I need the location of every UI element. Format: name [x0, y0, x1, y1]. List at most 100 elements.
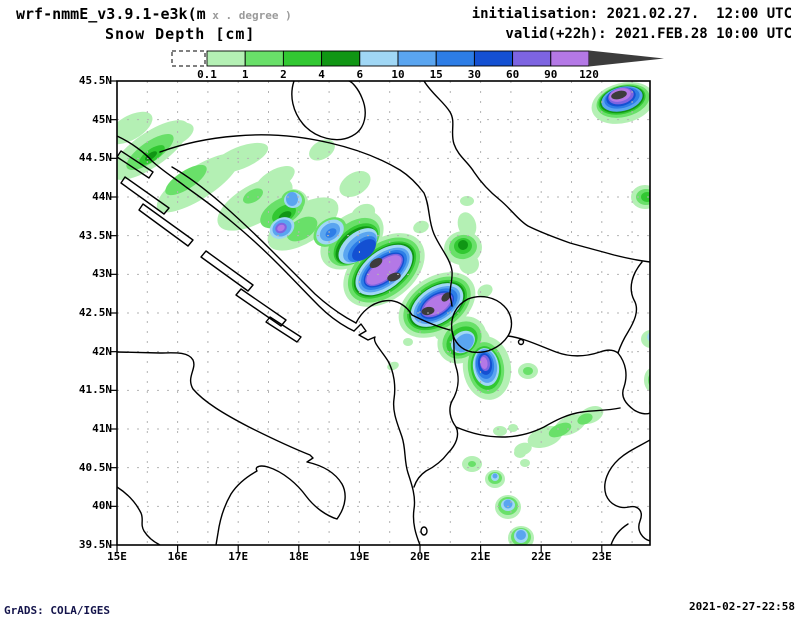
italy-adriatic-coastline: [117, 351, 346, 545]
snow-depth-contours: [117, 82, 650, 545]
creation-timestamp: 2021-02-27-22:58: [689, 600, 795, 613]
lat-axis-label: 43.5N: [78, 228, 112, 242]
snow-contour-level-0.1: [339, 171, 371, 197]
snow-contour-level-2: [641, 192, 650, 202]
greek-coastline: [604, 439, 650, 542]
colorbar-tick-label: 15: [429, 68, 443, 81]
axis-ticks: [110, 80, 603, 552]
lon-axis-label: 15E: [107, 550, 127, 563]
kosovo-border: [450, 295, 513, 354]
snow-contour-level-90: [480, 357, 488, 369]
snow-contour-level-0.1: [457, 212, 477, 238]
snow-contour-level-0.1: [520, 459, 530, 467]
lat-axis-label: 42N: [92, 344, 112, 358]
snow-contour-level-0.1: [493, 426, 507, 436]
colorbar-segment-60: [512, 50, 552, 67]
lat-axis-label: 42.5N: [78, 306, 112, 319]
island: [200, 250, 254, 292]
italy-west-coastline: [117, 486, 161, 545]
snow-contour-level-1: [165, 164, 207, 196]
snow-contour-level-1: [286, 216, 318, 242]
lake: [517, 338, 525, 346]
colorbar-tick-label: 1: [241, 68, 249, 81]
snow-contour-level-90: [366, 255, 402, 285]
lon-axis-label: 22E: [531, 550, 552, 563]
snow-contour-level-0.1: [459, 254, 479, 274]
island: [117, 150, 154, 179]
snow-contour-level-0.1: [460, 196, 474, 206]
snow-contour-level-0.1: [477, 284, 493, 298]
snow-contour-level-0.1: [211, 142, 269, 174]
macedonia-north-border: [507, 335, 619, 357]
bosnia-north-drina-border: [159, 134, 453, 307]
island: [138, 203, 194, 247]
colorbar-segment-15: [435, 50, 475, 67]
lat-axis-label: 39.5N: [78, 538, 112, 551]
snow-contour-level-10: [454, 333, 474, 353]
colorbar-segment-4: [321, 50, 361, 67]
snow-contour-level-1: [243, 188, 263, 204]
colorbar-tick-label: 6: [356, 68, 364, 81]
island: [265, 316, 302, 343]
lat-axis-label: 44.5N: [78, 151, 112, 165]
snow-contour-level-120: [369, 257, 383, 269]
greek-coastline: [610, 523, 629, 545]
colorbar-tick-label: 90: [544, 68, 558, 81]
snow-contour-level-0.1: [255, 166, 295, 194]
snow-contour-level-1: [548, 422, 572, 438]
snow-contour-level-0.1: [403, 338, 413, 346]
montenegro-border: [355, 299, 451, 331]
lat-axis-label: 45.5N: [78, 74, 112, 87]
latlon-grid: [117, 81, 650, 545]
snow-contour-level-120: [421, 306, 435, 316]
snow-contour-level-10: [286, 192, 298, 206]
snow-contour-level-0.1: [641, 330, 650, 348]
colorbar-tick-label: 2: [280, 68, 287, 81]
snow-contour-level-4: [458, 240, 468, 250]
bosnia-south-border: [171, 166, 357, 324]
snow-contour-level-0.1: [644, 368, 650, 392]
kotor-albania-coastline: [353, 323, 421, 545]
snow-contour-level-1: [577, 413, 593, 425]
snow-contour-level-10: [503, 499, 513, 509]
snow-contour-level-10: [516, 530, 526, 540]
colorbar-tick-label: 10: [391, 68, 405, 81]
snow-contour-level-120: [611, 90, 627, 100]
lat-axis-label: 45N: [92, 112, 112, 126]
lon-axis-label: 23E: [591, 550, 612, 563]
lon-axis-label: 20E: [410, 550, 430, 563]
island: [235, 288, 287, 327]
colorbar: [206, 50, 590, 67]
snow-contour-level-0.1: [413, 220, 429, 234]
snow-contour-level-6: [647, 332, 650, 342]
lat-axis-label: 40.5N: [78, 460, 112, 474]
colorbar-segment-10: [397, 50, 437, 67]
lat-axis-label: 43N: [92, 267, 112, 281]
initialisation-text: initialisation: 2021.02.27. 12:00 UTC: [471, 6, 792, 22]
model-title-text: wrf-nmmE_v3.9.1-e3k(m: [16, 5, 206, 23]
colorbar-tick-label: 0.1: [197, 68, 217, 81]
lon-axis-label: 19E: [349, 550, 370, 563]
danube-border: [423, 81, 650, 263]
colorbar-tick-label: 30: [467, 68, 482, 81]
lon-axis-label: 21E: [470, 550, 491, 563]
lat-axis-label: 41.5N: [78, 383, 112, 397]
bulgaria-greece-border: [617, 352, 650, 415]
island: [120, 176, 170, 215]
colorbar-segment-2: [282, 50, 323, 67]
dalmatian-coastline: [117, 135, 355, 332]
map-frame: [116, 80, 651, 546]
snow-contour-level-120: [441, 292, 451, 302]
colorbar-tick-label: 4: [318, 68, 325, 81]
field-title: Snow Depth [cm]: [105, 25, 256, 43]
colorbar-overflow-arrow: [589, 50, 664, 67]
snow-contour-level-0.1: [309, 139, 335, 161]
lon-axis-label: 17E: [228, 550, 249, 563]
lon-axis-label: 18E: [288, 550, 309, 563]
grads-stamp: GrADS: COLA/IGES: [4, 604, 110, 617]
slovenia-border: [291, 81, 366, 141]
snow-contour-level-0.1: [514, 448, 526, 458]
snow-contour-level-1: [523, 367, 533, 375]
corfu-island: [420, 526, 428, 536]
